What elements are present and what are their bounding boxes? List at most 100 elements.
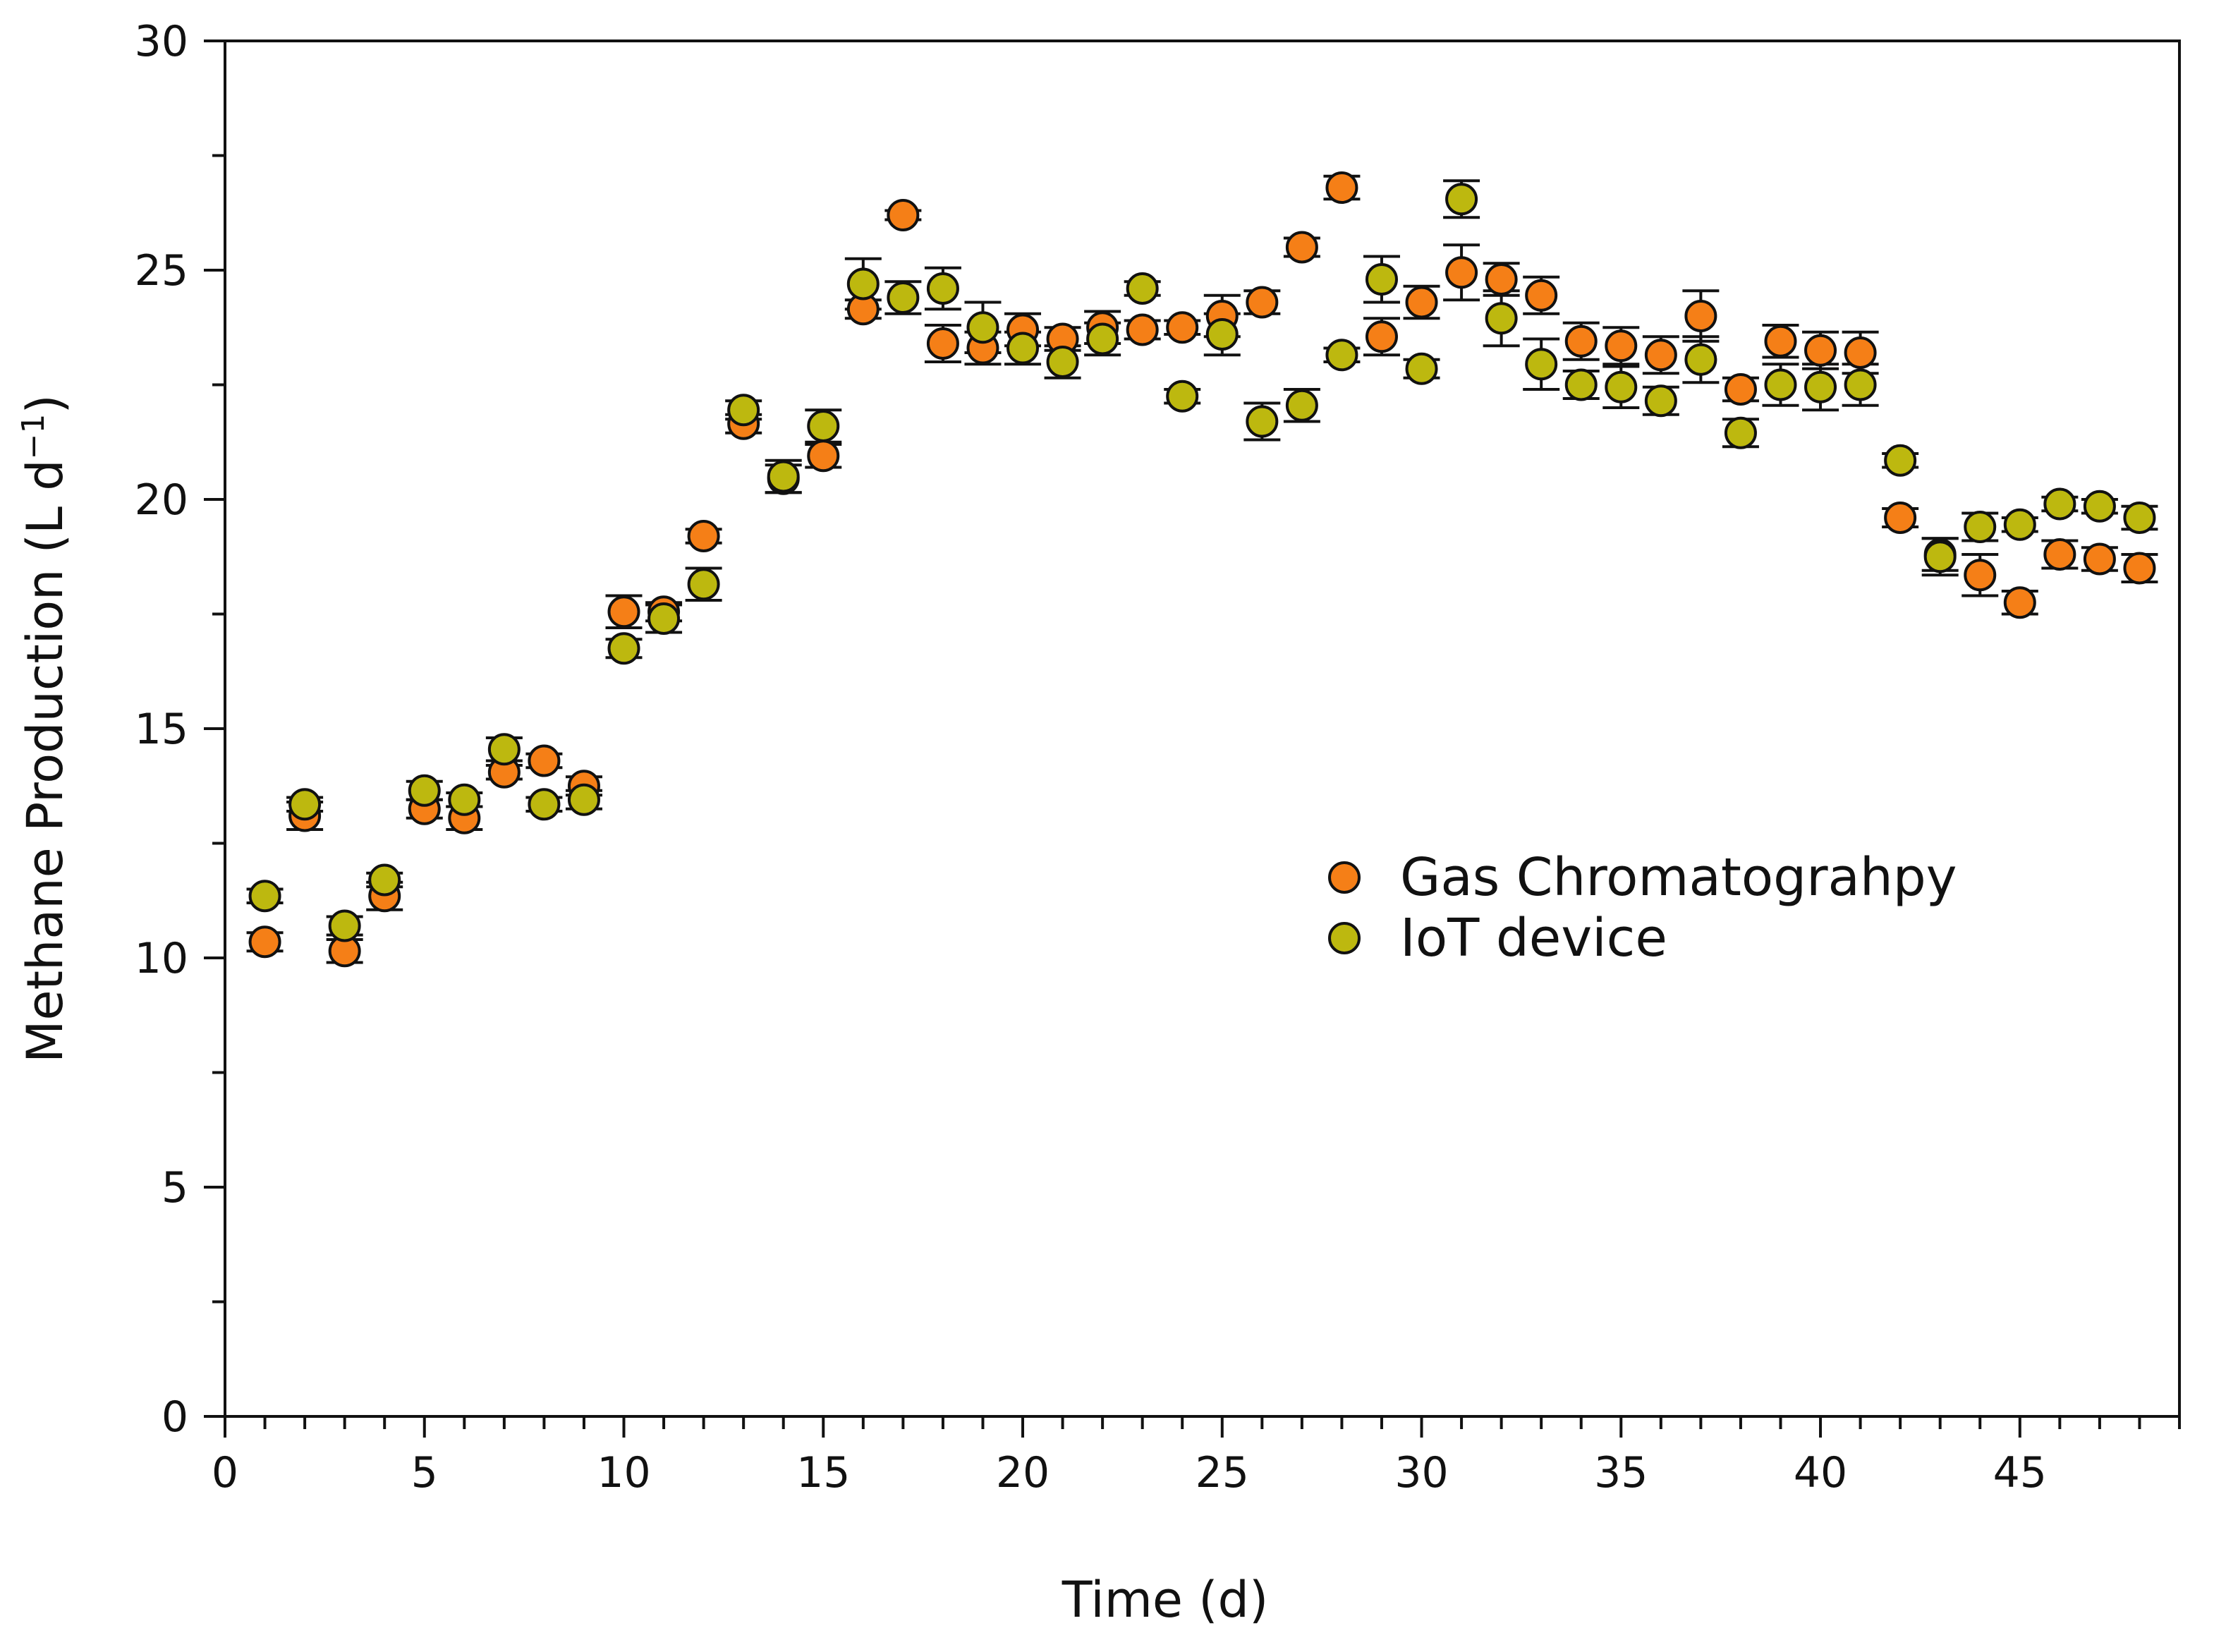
point-iot-device	[248, 880, 281, 913]
point-iot-device	[1844, 368, 1877, 401]
point-iot-device	[887, 281, 920, 314]
x-tick-label: 20	[996, 1448, 1050, 1498]
point-iot-device	[1086, 322, 1119, 356]
point-gas-chromatography	[1445, 256, 1478, 289]
y-axis-title: Methane Production (L d−1)	[16, 394, 74, 1063]
point-iot-device	[687, 568, 720, 601]
point-gas-chromatography	[248, 925, 281, 959]
point-iot-device	[846, 267, 880, 300]
point-iot-device	[1285, 389, 1318, 422]
point-iot-device	[647, 602, 681, 635]
point-iot-device	[807, 410, 840, 442]
point-gas-chromatography	[1485, 263, 1518, 296]
legend-marker-iot-device	[1328, 922, 1361, 954]
x-tick-label: 45	[1993, 1448, 2047, 1498]
point-iot-device	[1605, 370, 1638, 403]
y-tick-label: 25	[135, 246, 188, 296]
point-iot-device	[1365, 263, 1398, 296]
x-tick-label: 25	[1196, 1448, 1249, 1498]
point-gas-chromatography	[607, 595, 640, 628]
point-gas-chromatography	[807, 439, 840, 473]
point-iot-device	[1006, 332, 1040, 365]
point-gas-chromatography	[1684, 300, 1717, 332]
point-iot-device	[727, 394, 760, 427]
point-gas-chromatography	[1564, 324, 1598, 358]
point-iot-device	[1884, 444, 1917, 477]
point-gas-chromatography	[528, 744, 561, 777]
point-iot-device	[1804, 370, 1837, 403]
point-iot-device	[2043, 487, 2076, 521]
data-points	[248, 171, 2156, 968]
point-gas-chromatography	[1964, 559, 1997, 592]
point-gas-chromatography	[1844, 336, 1877, 369]
x-tick-label: 0	[212, 1448, 238, 1498]
x-axis-title: Time (d)	[1062, 1571, 1269, 1629]
point-iot-device	[448, 783, 481, 816]
point-gas-chromatography	[926, 327, 959, 360]
point-iot-device	[2003, 508, 2036, 541]
legend-marker-gas-chromatography	[1328, 861, 1361, 894]
point-iot-device	[1684, 343, 1717, 376]
point-gas-chromatography	[2003, 586, 2036, 619]
point-gas-chromatography	[1644, 339, 1677, 372]
point-iot-device	[1246, 405, 1279, 438]
legend-label-gas-chromatography: Gas Chromatograhpy	[1400, 847, 1957, 908]
point-iot-device	[1405, 352, 1438, 385]
point-gas-chromatography	[1884, 502, 1917, 534]
x-axis-ticks: 0 5 10 15 20 25 30 35 40 45	[212, 1416, 2181, 1498]
point-iot-device	[1325, 339, 1358, 372]
point-gas-chromatography	[1325, 171, 1358, 204]
x-tick-label: 35	[1594, 1448, 1648, 1498]
point-iot-device	[966, 311, 999, 344]
point-iot-device	[1166, 379, 1199, 413]
point-gas-chromatography	[2123, 552, 2156, 585]
point-gas-chromatography	[1126, 313, 1159, 346]
point-iot-device	[1724, 416, 1757, 449]
x-tick-label: 5	[411, 1448, 438, 1498]
point-iot-device	[1046, 346, 1079, 378]
point-gas-chromatography	[687, 520, 720, 552]
y-tick-label: 10	[135, 934, 188, 983]
point-iot-device	[368, 863, 401, 897]
point-iot-device	[288, 788, 322, 821]
point-iot-device	[1923, 540, 1957, 573]
point-iot-device	[1485, 302, 1518, 335]
x-tick-label: 10	[597, 1448, 650, 1498]
legend: Gas Chromatograhpy IoT device	[1328, 847, 1957, 968]
point-gas-chromatography	[887, 199, 920, 231]
point-gas-chromatography	[1525, 279, 1558, 312]
point-gas-chromatography	[1405, 286, 1438, 319]
point-iot-device	[607, 632, 640, 665]
point-iot-device	[1126, 272, 1159, 305]
y-tick-label: 15	[135, 705, 188, 754]
error-bars	[246, 174, 2158, 964]
point-iot-device	[2123, 502, 2156, 534]
point-iot-device	[408, 774, 441, 807]
point-iot-device	[1205, 318, 1239, 351]
legend-label-iot-device: IoT device	[1400, 908, 1667, 968]
x-tick-label: 40	[1794, 1448, 1847, 1498]
point-iot-device	[767, 460, 800, 493]
y-tick-label: 30	[135, 17, 188, 66]
y-tick-label: 0	[162, 1392, 188, 1442]
point-iot-device	[487, 733, 521, 766]
point-gas-chromatography	[1724, 373, 1757, 406]
point-iot-device	[926, 272, 959, 305]
point-gas-chromatography	[1166, 311, 1199, 344]
y-tick-label: 20	[135, 475, 188, 525]
point-gas-chromatography	[1764, 324, 1797, 358]
point-iot-device	[1564, 368, 1598, 401]
point-gas-chromatography	[1804, 334, 1837, 367]
point-iot-device	[1964, 511, 1997, 543]
point-iot-device	[1445, 183, 1478, 216]
x-tick-label: 30	[1394, 1448, 1448, 1498]
point-iot-device	[328, 909, 361, 942]
point-iot-device	[2083, 490, 2116, 523]
point-iot-device	[567, 783, 600, 816]
point-gas-chromatography	[2083, 542, 2116, 576]
point-gas-chromatography	[1365, 320, 1398, 353]
point-gas-chromatography	[1285, 231, 1318, 264]
point-iot-device	[1644, 384, 1677, 418]
point-gas-chromatography	[1246, 286, 1279, 319]
